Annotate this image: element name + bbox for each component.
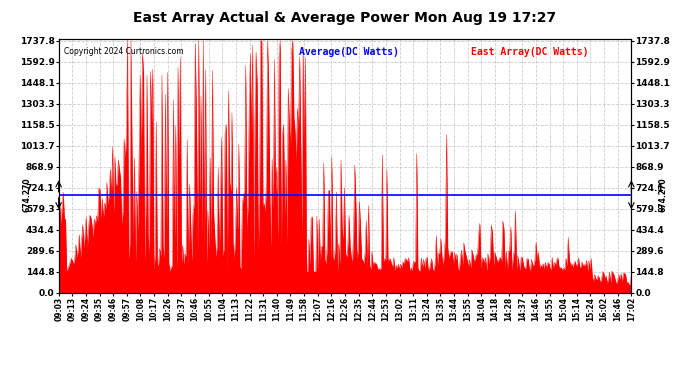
Text: Average(DC Watts): Average(DC Watts) [299, 47, 399, 57]
Text: East Array Actual & Average Power Mon Aug 19 17:27: East Array Actual & Average Power Mon Au… [133, 11, 557, 25]
Text: Copyright 2024 Curtronics.com: Copyright 2024 Curtronics.com [64, 47, 184, 56]
Text: East Array(DC Watts): East Array(DC Watts) [471, 47, 589, 57]
Text: 674.270: 674.270 [658, 177, 667, 212]
Text: 674.270: 674.270 [23, 177, 32, 212]
